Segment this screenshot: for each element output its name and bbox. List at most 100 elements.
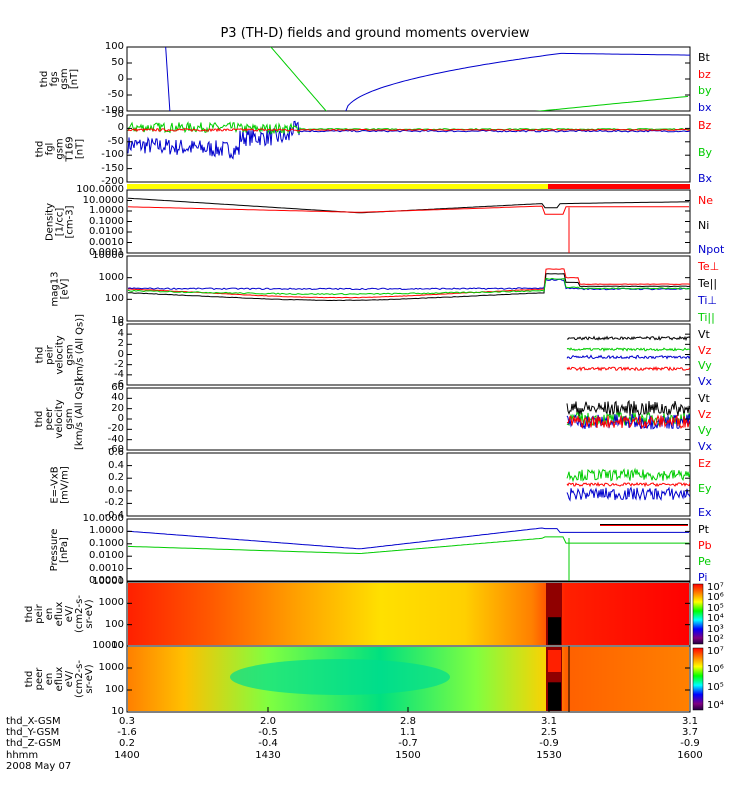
legend-label: Vz xyxy=(698,343,712,357)
series-line-ne xyxy=(127,205,689,215)
series-line-by-noisy xyxy=(127,121,301,135)
ephemeris-value: 0.3 xyxy=(119,716,135,727)
colorbar-9 xyxy=(692,647,704,711)
series-line-ti-par xyxy=(127,277,690,296)
y-tick-label: -100 xyxy=(101,149,124,161)
legend-label: Pt xyxy=(698,523,709,536)
panel-frame xyxy=(126,46,691,112)
y-tick-label: 2 xyxy=(117,338,124,350)
panel-frame xyxy=(126,452,691,517)
legend-label: Pb xyxy=(698,539,712,552)
y-tick-label: -4 xyxy=(114,368,124,380)
y-tick-label: -100 xyxy=(101,105,124,116)
y-tick-label: 100 xyxy=(104,41,124,52)
legend-label: Bz xyxy=(698,119,712,132)
series-line-bz-quiet xyxy=(299,128,690,131)
efield-traces xyxy=(566,467,690,502)
legend-label: bx xyxy=(698,101,712,114)
x-tick-label: 1430 xyxy=(255,750,281,761)
date-label: 2008 May 07 xyxy=(6,761,72,772)
y-tick-label: -150 xyxy=(101,162,124,174)
y-tick-label: 1000 xyxy=(98,662,124,673)
series-line-pe xyxy=(127,536,689,555)
panel-frame xyxy=(126,189,691,254)
y-tick-label: 10.0000 xyxy=(82,194,124,206)
legend-label: Vt xyxy=(698,328,710,341)
series-line-pi xyxy=(127,527,689,550)
y-tick-label: -50 xyxy=(107,89,124,100)
y-tick-label: 0.0100 xyxy=(89,226,124,237)
series-line-by xyxy=(270,47,327,111)
colorbar-tick-label: 10⁵ xyxy=(707,602,724,614)
y-tick-label: 0 xyxy=(117,413,124,424)
y-tick-label: 0.0001 xyxy=(89,575,124,586)
ephemeris-value: 3.1 xyxy=(541,716,557,727)
y-tick-label: 0.2 xyxy=(108,472,124,484)
legend-label: Ex xyxy=(698,506,712,519)
y-tick-label: 10000 xyxy=(92,250,124,261)
x-tick-label: 1530 xyxy=(536,750,562,761)
ephemeris-value: -0.9 xyxy=(539,738,559,749)
y-tick-label: 60 xyxy=(111,382,124,393)
series-line-vz xyxy=(566,366,690,372)
legend-label: Pi xyxy=(698,571,708,584)
y-axis-label: thd fgl gsm T169 [nT] xyxy=(34,135,85,162)
colorbar-tick-label: 10⁴ xyxy=(707,613,724,625)
density-traces xyxy=(127,197,690,253)
series-line-bz-noisy xyxy=(127,127,301,133)
y-tick-label: 0.1000 xyxy=(89,215,124,227)
ephemeris-value: 2.8 xyxy=(400,716,416,727)
colorbar-tick-label: 10⁵ xyxy=(707,682,724,693)
legend-label: Ey xyxy=(698,481,712,495)
spectrogram-black-8 xyxy=(548,617,561,645)
y-tick-label: -50 xyxy=(107,135,124,147)
series-line-bx-late xyxy=(345,52,690,111)
series-line-vt xyxy=(566,335,690,342)
y-tick-label: 4 xyxy=(117,328,124,340)
y-tick-label: 40 xyxy=(111,392,124,404)
ephemeris-value: -0.4 xyxy=(258,738,278,749)
spectrogram-core xyxy=(230,659,450,695)
peer-velocity-traces xyxy=(566,399,690,430)
x-tick-label: 1500 xyxy=(395,750,421,761)
y-axis-label: thd peir en eflux eV/ (cm2-s- sr-eV) xyxy=(24,595,95,633)
y-axis-label: thd fgs gsm [nT] xyxy=(39,68,80,90)
y-tick-label: 6 xyxy=(117,318,124,329)
legend-label: Vy xyxy=(698,359,712,373)
legend-label: Vx xyxy=(698,375,713,388)
y-tick-label: -60 xyxy=(107,444,124,455)
spectrogram-red-patch xyxy=(548,650,561,672)
series-line-ex xyxy=(566,486,690,502)
y-tick-label: 0.1000 xyxy=(89,537,124,549)
legend-label: Vz xyxy=(698,408,712,421)
y-tick-label: -20 xyxy=(107,423,124,435)
series-line-ey xyxy=(566,467,690,483)
y-axis-label: Pressure [nPa] xyxy=(49,528,70,572)
y-tick-label: 100 xyxy=(104,618,124,630)
y-tick-label: 1.0000 xyxy=(89,205,124,216)
ephemeris-value: 2.0 xyxy=(260,716,276,727)
y-tick-label: -6 xyxy=(114,379,124,390)
y-tick-label: 100.0000 xyxy=(76,184,124,195)
series-line-vx xyxy=(566,354,690,360)
fgl-traces xyxy=(127,120,690,160)
series-line-te-par xyxy=(127,273,690,302)
mode-bar-red xyxy=(548,184,690,189)
ephemeris-value: -0.5 xyxy=(258,727,278,738)
y-tick-label: 1000 xyxy=(98,271,124,283)
y-axis-label: thd peer velocity gsm [km/s (All Qs)] xyxy=(34,378,85,450)
y-tick-label: -0.4 xyxy=(104,510,124,521)
chart-title: P3 (TH-D) fields and ground moments over… xyxy=(220,26,530,41)
panel-frame xyxy=(126,518,691,582)
y-tick-label: 10000 xyxy=(92,576,124,587)
ephemeris-value: 3.1 xyxy=(682,716,698,727)
y-axis-label: thd peer en eflux eV/ (cm2-s- sr-eV) xyxy=(24,660,95,698)
series-line-vz xyxy=(566,414,690,430)
x-tick-label: 1400 xyxy=(114,750,140,761)
series-line-by-late xyxy=(534,95,689,111)
legend-label: Bx xyxy=(698,172,713,185)
y-tick-label: 10.0000 xyxy=(82,513,124,524)
legend-label: Vt xyxy=(698,392,710,405)
